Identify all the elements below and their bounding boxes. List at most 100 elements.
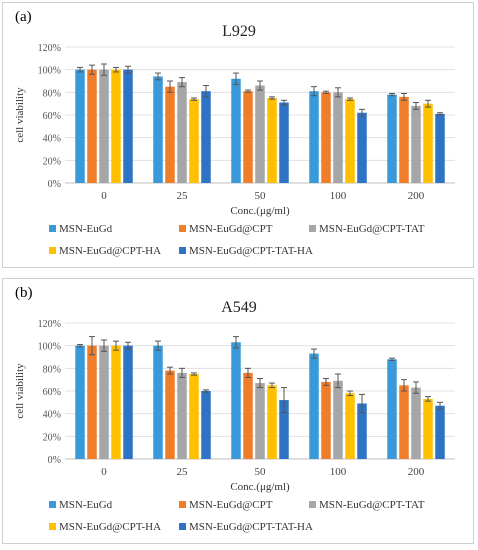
bar bbox=[411, 387, 421, 459]
bar bbox=[99, 69, 109, 183]
legend-label: MSN-EuGd@CPT-TAT-HA bbox=[189, 521, 313, 533]
y-tick-label: 60% bbox=[43, 387, 61, 398]
bar bbox=[357, 403, 367, 459]
legend-swatch bbox=[49, 247, 56, 254]
x-tick-label: 200 bbox=[408, 190, 425, 202]
bar bbox=[309, 91, 319, 183]
bar bbox=[255, 85, 265, 183]
bar bbox=[87, 69, 97, 183]
legend-label: MSN-EuGd bbox=[59, 499, 113, 511]
bar bbox=[321, 92, 331, 183]
y-tick-label: 120% bbox=[38, 319, 61, 330]
y-tick-label: 0% bbox=[48, 455, 61, 466]
bar bbox=[243, 372, 253, 459]
legend-label: MSN-EuGd@CPT bbox=[189, 223, 273, 235]
bar bbox=[255, 383, 265, 459]
bar bbox=[279, 400, 289, 459]
legend-swatch bbox=[179, 225, 186, 232]
y-tick-label: 20% bbox=[43, 156, 61, 167]
bar bbox=[165, 370, 175, 459]
bar bbox=[387, 359, 397, 459]
x-tick-label: 100 bbox=[330, 466, 347, 478]
bar bbox=[333, 380, 343, 459]
y-tick-label: 100% bbox=[38, 66, 61, 77]
bar bbox=[279, 102, 289, 183]
y-tick-label: 80% bbox=[43, 88, 61, 99]
chart-panel-b: (b) A549 0% 20% 40% 60% 80% 100% 120% cell viabi… bbox=[2, 278, 474, 544]
x-tick-label: 200 bbox=[408, 466, 425, 478]
bar bbox=[75, 69, 85, 183]
legend-swatch bbox=[179, 523, 186, 530]
bar bbox=[267, 385, 277, 459]
bar bbox=[189, 99, 199, 183]
bar bbox=[387, 94, 397, 183]
bar bbox=[201, 91, 211, 183]
legend-label: MSN-EuGd@CPT bbox=[189, 499, 273, 511]
legend-label: MSN-EuGd@CPT-HA bbox=[59, 245, 161, 257]
y-tick-label: 0% bbox=[48, 179, 61, 190]
bar bbox=[99, 345, 109, 459]
legend-swatch bbox=[49, 225, 56, 232]
y-tick-label: 100% bbox=[38, 342, 61, 353]
y-tick-label: 40% bbox=[43, 410, 61, 421]
x-tick-label: 0 bbox=[101, 466, 107, 478]
bar bbox=[231, 342, 241, 459]
y-tick-label: 40% bbox=[43, 134, 61, 145]
bar-chart-l929: L929 0% 20% 40% 60% 80% 100% 120% cell viability… bbox=[14, 23, 455, 257]
legend-swatch bbox=[179, 501, 186, 508]
bar bbox=[201, 391, 211, 459]
bar bbox=[123, 345, 133, 459]
bar bbox=[399, 96, 409, 183]
bar bbox=[423, 398, 433, 459]
bar bbox=[435, 405, 445, 459]
y-tick-label: 20% bbox=[43, 432, 61, 443]
x-tick-label: 50 bbox=[255, 466, 267, 478]
bar bbox=[111, 69, 121, 183]
bar bbox=[435, 113, 445, 183]
legend-label: MSN-EuGd@CPT-HA bbox=[59, 521, 161, 533]
bar bbox=[177, 82, 187, 183]
bar bbox=[423, 103, 433, 183]
y-axis-label: cell viability bbox=[14, 87, 26, 143]
bar bbox=[267, 98, 277, 183]
x-tick-label: 25 bbox=[177, 190, 189, 202]
panel-label: (b) bbox=[15, 285, 33, 301]
panel-label: (a) bbox=[15, 9, 32, 25]
bar bbox=[111, 345, 121, 459]
bar bbox=[321, 381, 331, 459]
bar bbox=[123, 69, 133, 183]
y-tick-label: 120% bbox=[38, 43, 61, 54]
bar bbox=[243, 91, 253, 183]
legend-swatch bbox=[309, 225, 316, 232]
x-axis-label: Conc.(μg/ml) bbox=[230, 205, 290, 217]
bar bbox=[333, 92, 343, 183]
y-tick-label: 60% bbox=[43, 111, 61, 122]
legend-label: MSN-EuGd@CPT-TAT-HA bbox=[189, 245, 313, 257]
legend-label: MSN-EuGd@CPT-TAT bbox=[319, 223, 425, 235]
x-tick-label: 0 bbox=[101, 190, 107, 202]
y-tick-label: 80% bbox=[43, 364, 61, 375]
x-tick-label: 100 bbox=[330, 190, 347, 202]
bar bbox=[357, 112, 367, 183]
bar bbox=[165, 86, 175, 183]
x-tick-label: 50 bbox=[255, 190, 267, 202]
bar bbox=[75, 345, 85, 459]
x-axis-label: Conc.(μg/ml) bbox=[230, 481, 290, 493]
bar bbox=[309, 353, 319, 459]
y-axis-label: cell viability bbox=[14, 363, 26, 419]
bar bbox=[189, 374, 199, 459]
legend-label: MSN-EuGd@CPT-TAT bbox=[319, 499, 425, 511]
bar bbox=[411, 105, 421, 183]
bar bbox=[177, 372, 187, 459]
bar bbox=[399, 385, 409, 459]
legend-swatch bbox=[49, 523, 56, 530]
chart-title: A549 bbox=[221, 299, 257, 316]
bar bbox=[153, 345, 163, 459]
chart-panel-a: (a) L929 0% 20% 40% 60% 80% 100% 120% cell viabi… bbox=[2, 2, 474, 268]
legend-swatch bbox=[179, 247, 186, 254]
chart-title: L929 bbox=[222, 23, 256, 40]
legend-swatch bbox=[309, 501, 316, 508]
legend-swatch bbox=[49, 501, 56, 508]
bar bbox=[153, 76, 163, 183]
legend-label: MSN-EuGd bbox=[59, 223, 113, 235]
